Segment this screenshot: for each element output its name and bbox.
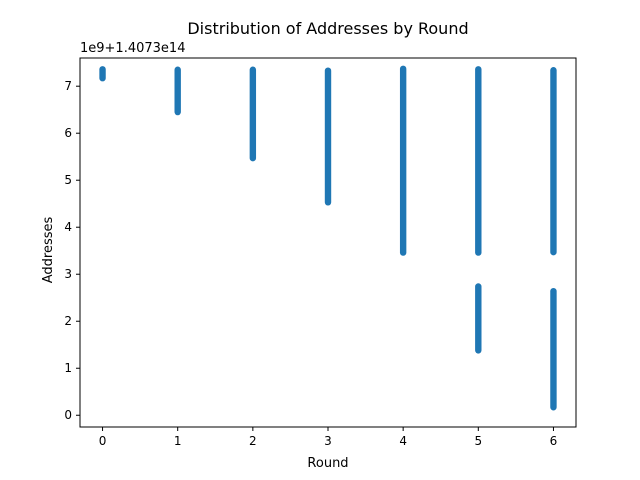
y-axis-label: Addresses	[41, 217, 56, 284]
chart-title: Distribution of Addresses by Round	[187, 19, 468, 38]
x-tick-label: 5	[474, 434, 482, 448]
x-tick-label: 3	[324, 434, 332, 448]
plot-area	[99, 65, 557, 411]
y-tick-label: 2	[64, 314, 72, 328]
x-tick-label: 2	[249, 434, 257, 448]
x-tick-label: 6	[550, 434, 558, 448]
y-tick-label: 6	[64, 126, 72, 140]
y-tick-label: 4	[64, 220, 72, 234]
y-tick-label: 0	[64, 408, 72, 422]
x-tick-label: 0	[99, 434, 107, 448]
x-tick-label: 4	[399, 434, 407, 448]
x-tick-label: 1	[174, 434, 182, 448]
axes: 0 1 2 3 4 5 6 0 1 2 3 4 5 6 7	[64, 57, 577, 448]
x-axis-label: Round	[307, 456, 348, 471]
y-tick-label: 1	[64, 361, 72, 375]
y-tick-label: 3	[64, 267, 72, 281]
y-tick-label: 7	[64, 79, 72, 93]
y-axis-offset-label: 1e9+1.4073e14	[80, 41, 185, 56]
y-tick-label: 5	[64, 173, 72, 187]
